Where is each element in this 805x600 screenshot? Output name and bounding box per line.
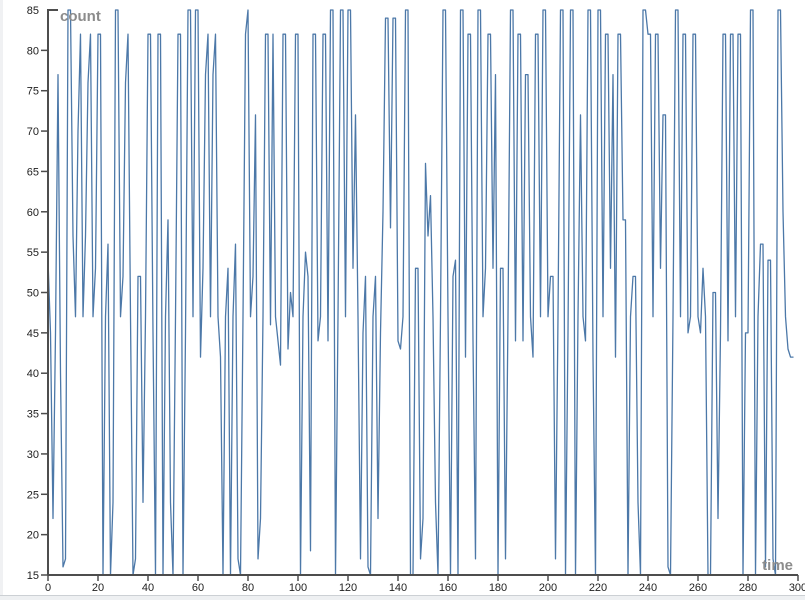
y-tick-label: 55 (27, 247, 39, 259)
y-tick-label: 80 (27, 45, 39, 57)
x-tick-label: 280 (739, 582, 757, 594)
x-tick-label: 140 (389, 582, 407, 594)
y-tick-label: 70 (27, 126, 39, 138)
window-edge-left (0, 0, 3, 600)
y-tick-label: 50 (27, 288, 39, 300)
x-tick-label: 160 (439, 582, 457, 594)
x-tick-label: 0 (45, 582, 51, 594)
x-tick-label: 20 (92, 582, 104, 594)
x-tick-label: 200 (539, 582, 557, 594)
y-tick-label: 40 (27, 368, 39, 380)
y-tick-label: 20 (27, 530, 39, 542)
y-tick-label: 60 (27, 207, 39, 219)
y-tick-label: 85 (27, 5, 39, 17)
series-line (47, 9, 794, 576)
y-tick-label: 75 (27, 86, 39, 98)
y-tick-label: 30 (27, 449, 39, 461)
y-tick-label: 15 (27, 570, 39, 582)
x-tick-label: 40 (142, 582, 154, 594)
y-tick-label: 45 (27, 328, 39, 340)
y-tick-label: 25 (27, 489, 39, 501)
x-tick-label: 100 (289, 582, 307, 594)
x-tick-label: 240 (639, 582, 657, 594)
y-tick-label: 35 (27, 409, 39, 421)
x-axis-title: time (762, 557, 793, 574)
y-tick-label: 65 (27, 166, 39, 178)
x-tick-label: 260 (689, 582, 707, 594)
x-tick-label: 220 (589, 582, 607, 594)
x-tick-label: 180 (489, 582, 507, 594)
y-axis-title: count (60, 8, 101, 25)
y-axis-domain (47, 9, 58, 575)
x-tick-label: 300 (789, 582, 805, 594)
series-group (47, 9, 794, 576)
x-tick-label: 60 (192, 582, 204, 594)
axes-group: 15 20 25 30 35 40 45 50 55 60 65 70 75 80 85 0 20 40 60 80 1… (27, 5, 805, 594)
x-tick-label: 120 (339, 582, 357, 594)
x-tick-label: 80 (242, 582, 254, 594)
window-edge-bottom (0, 595, 805, 600)
